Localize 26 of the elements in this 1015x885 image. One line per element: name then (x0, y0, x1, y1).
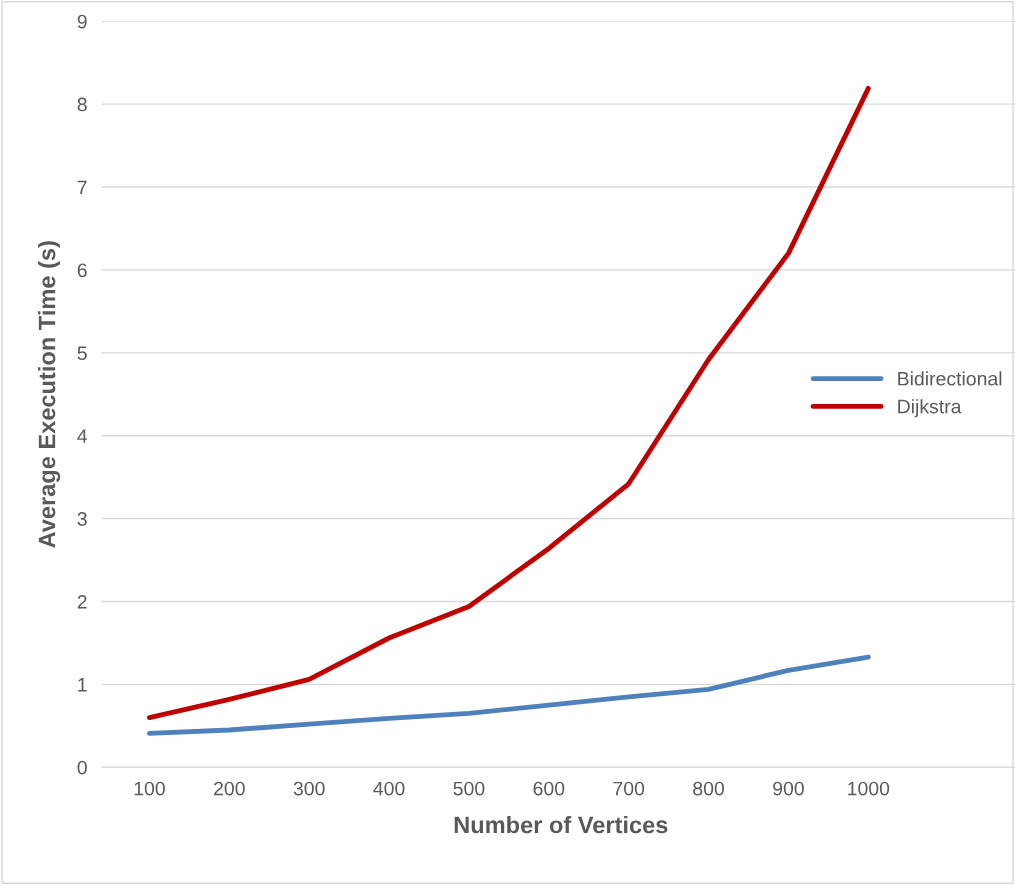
x-tick-label: 200 (214, 781, 245, 796)
x-tick-label: 600 (533, 781, 565, 796)
y-tick-label: 0 (77, 760, 87, 775)
y-tick-label: 6 (77, 263, 87, 278)
y-tick-label: 3 (77, 512, 87, 526)
x-tick-label: 900 (773, 781, 804, 796)
x-tick-label: 400 (373, 781, 405, 796)
line-series (147, 654, 871, 736)
y-tick-label: 2 (77, 594, 87, 609)
y-tick-label: 9 (77, 14, 87, 29)
legend-label: Bidirectional (898, 371, 1002, 386)
x-tick-label: 500 (453, 781, 485, 796)
x-tick-label: 1000 (848, 781, 890, 796)
y-tick-label: 7 (77, 180, 87, 195)
y-tick-label: 5 (77, 346, 87, 361)
y-axis-title: Average Execution Time (s) (38, 241, 61, 548)
x-tick-label: 100 (134, 781, 165, 796)
line-series (147, 85, 871, 720)
y-tick-label: 1 (78, 678, 87, 692)
y-tick-label: 8 (77, 97, 87, 112)
legend-label: Dijkstra (898, 399, 962, 418)
x-tick-label: 700 (613, 781, 645, 796)
y-tick-label: 4 (77, 429, 88, 443)
x-axis-title: Number of Vertices (454, 815, 668, 834)
x-tick-label: 800 (693, 781, 725, 796)
x-tick-label: 300 (293, 781, 325, 796)
